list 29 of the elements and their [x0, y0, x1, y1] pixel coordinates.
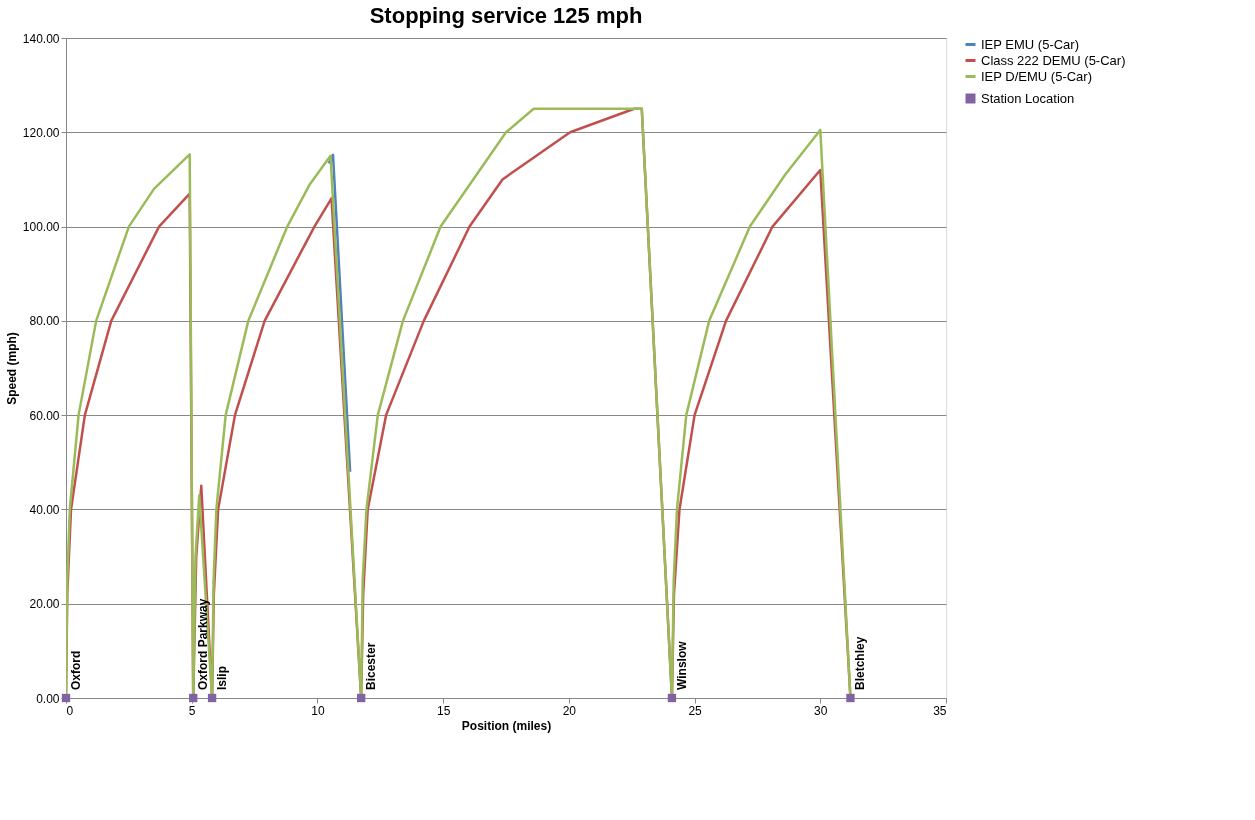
x-tick-label: 15: [436, 703, 451, 718]
x-tick-label: 35: [933, 703, 947, 718]
y-tick-label: 120.00: [22, 125, 60, 140]
annotation: Bletchley: [853, 636, 868, 690]
x-tick-label: 30: [814, 703, 828, 718]
legend-label: Station Location: [981, 90, 1075, 106]
annotation: Oxford: [69, 650, 83, 690]
legend-label: Class 222 DEMU (5-Car): [981, 52, 1126, 68]
y-tick-label: 100.00: [22, 220, 60, 235]
y-tick-label: 20.00: [29, 597, 60, 612]
y-tick-label: 60.00: [29, 408, 60, 423]
y-tick-label: 80.00: [29, 314, 60, 329]
x-tick-label: 5: [188, 703, 196, 718]
y-tick-label: 0.00: [36, 691, 60, 706]
x-tick-label: 25: [688, 703, 703, 718]
annotation: Oxford Parkway: [196, 598, 211, 690]
annotation: Winslow: [674, 640, 689, 690]
x-tick-label: 20: [562, 703, 577, 718]
y-tick-label: 140.00: [22, 31, 60, 46]
legend-label: IEP D/EMU (5-Car): [981, 68, 1092, 84]
y-tick-label: 40.00: [29, 502, 60, 517]
x-tick-label: 10: [311, 703, 325, 718]
y-axis-title: Speed (mph): [4, 332, 19, 405]
annotation: Islip: [215, 665, 230, 690]
chart-title: Stopping service 125 mph: [369, 3, 643, 28]
x-axis-title: Position (miles): [461, 718, 552, 733]
x-tick-label: 0: [66, 703, 74, 718]
legend-label: IEP EMU (5-Car): [981, 36, 1079, 52]
annotation: Bicester: [364, 642, 379, 690]
